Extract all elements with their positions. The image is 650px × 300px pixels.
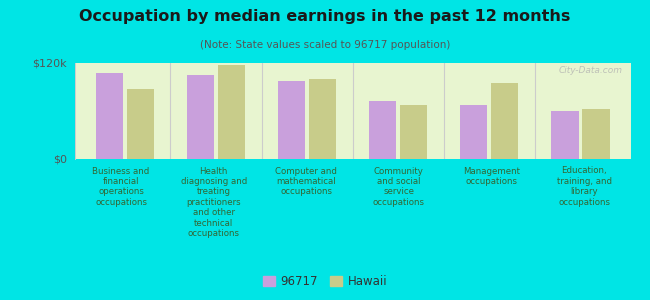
Bar <box>187 75 214 159</box>
Text: Health
diagnosing and
treating
practitioners
and other
technical
occupations: Health diagnosing and treating practitio… <box>181 167 247 238</box>
Text: Community
and social
service
occupations: Community and social service occupations <box>373 167 425 207</box>
Text: Occupation by median earnings in the past 12 months: Occupation by median earnings in the pas… <box>79 9 571 24</box>
Bar <box>460 105 488 159</box>
Bar <box>400 105 427 159</box>
Text: Management
occupations: Management occupations <box>463 167 520 186</box>
Bar <box>582 109 610 159</box>
Text: Business and
financial
operations
occupations: Business and financial operations occupa… <box>92 167 150 207</box>
Legend: 96717, Hawaii: 96717, Hawaii <box>258 270 392 292</box>
Text: (Note: State values scaled to 96717 population): (Note: State values scaled to 96717 popu… <box>200 40 450 50</box>
Bar <box>309 79 336 159</box>
Text: Education,
training, and
library
occupations: Education, training, and library occupat… <box>556 167 612 207</box>
Bar <box>551 111 578 159</box>
Text: City-Data.com: City-Data.com <box>558 66 622 75</box>
Text: Computer and
mathematical
occupations: Computer and mathematical occupations <box>276 167 337 196</box>
Bar <box>96 73 123 159</box>
Bar <box>369 101 396 159</box>
Bar <box>218 64 245 159</box>
Bar <box>127 88 154 159</box>
Bar <box>491 83 519 159</box>
Bar <box>278 81 306 159</box>
